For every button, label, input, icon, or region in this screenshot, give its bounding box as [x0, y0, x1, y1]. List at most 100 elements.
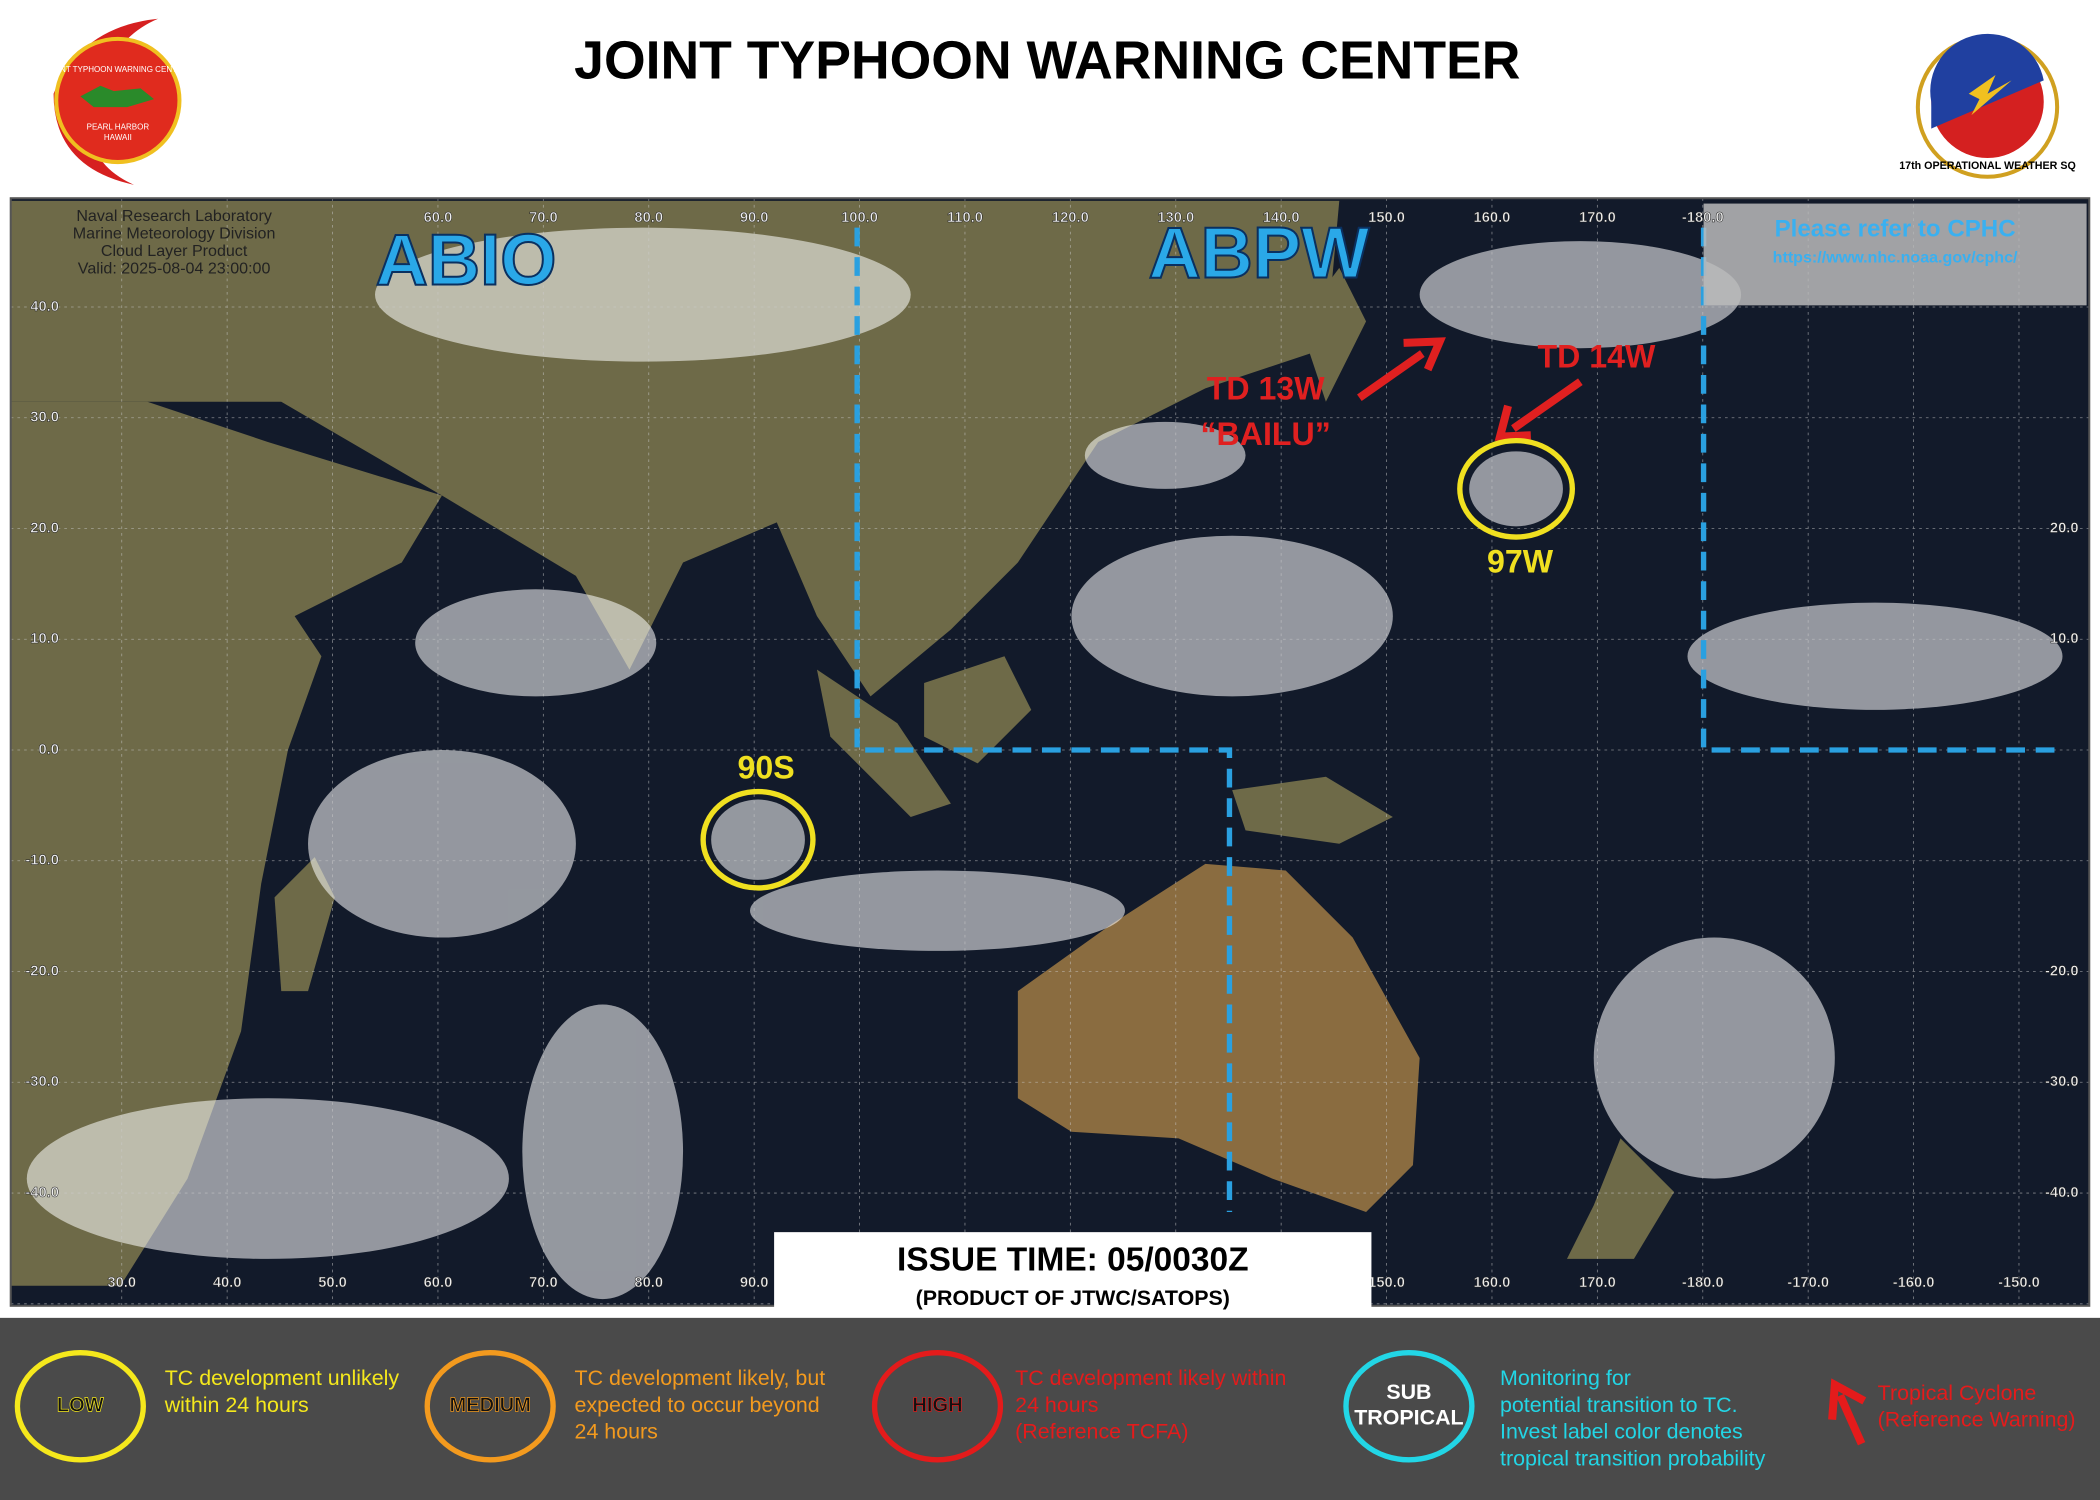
lat-label: -30.0 — [2045, 1074, 2079, 1090]
region-label: ABPW — [1148, 214, 1370, 294]
storm-label: TD 14W — [1538, 338, 1656, 374]
product-info: Naval Research Laboratory Marine Meteoro… — [73, 207, 276, 277]
clouds — [26, 227, 2063, 1300]
lon-label: 40.0 — [213, 1275, 242, 1291]
legend-text: Monitoring for — [1500, 1366, 1631, 1390]
lat-label: -20.0 — [25, 963, 59, 979]
storm-arrow — [1357, 337, 1446, 402]
legend-text: TC development likely, but — [575, 1366, 826, 1390]
lon-label: 170.0 — [1579, 1275, 1616, 1291]
lat-label: 10.0 — [2050, 631, 2079, 647]
lon-label: 80.0 — [634, 210, 663, 226]
coordinate-labels: 60.0 70.0 80.0 90.0 100.0 110.0 120.0 130.0 140.… — [25, 210, 2079, 1291]
lon-label: 90.0 — [740, 1275, 769, 1291]
issue-box — [774, 1232, 1372, 1316]
issue-time: ISSUE TIME: 05/0030Z — [897, 1241, 1249, 1278]
legend-text: Tropical Cyclone — [1878, 1381, 2037, 1405]
logo-text: HAWAII — [104, 133, 132, 142]
region-label: ABIO — [376, 220, 557, 300]
lat-label: -30.0 — [25, 1074, 59, 1090]
source-line: Cloud Layer Product — [101, 242, 248, 260]
lon-label: 130.0 — [1157, 210, 1194, 226]
storm-label: TD 13W — [1207, 371, 1325, 407]
lon-label: 60.0 — [424, 210, 453, 226]
legend-text: TC development likely within — [1015, 1366, 1286, 1390]
invest-circle — [1457, 437, 1575, 540]
cphc-url: https://www.nhc.noaa.gov/cphc/ — [1773, 249, 2018, 267]
source-line: Marine Meteorology Division — [73, 225, 276, 243]
lon-label: -170.0 — [1787, 1275, 1829, 1291]
logo-text: JOINT TYPHOON WARNING CENTER — [48, 65, 189, 74]
lon-label: 150.0 — [1368, 210, 1405, 226]
legend-circle — [14, 1350, 146, 1463]
legend-bar — [0, 1317, 2100, 1500]
legend-arrow — [1828, 1378, 1867, 1446]
lon-label: 170.0 — [1579, 210, 1616, 226]
legend-text: tropical transition probability — [1500, 1446, 1766, 1470]
lat-label: 40.0 — [30, 299, 59, 315]
lon-label: -180.0 — [1682, 210, 1724, 226]
lon-label: 150.0 — [1368, 1275, 1405, 1291]
jtwc-logo: JOINT TYPHOON WARNING CENTER PEARL HARBO… — [48, 18, 189, 185]
legend-key: SUB — [1386, 1380, 1431, 1404]
lon-label: 90.0 — [740, 210, 769, 226]
invest-label: 90S — [737, 750, 794, 786]
lon-label: 110.0 — [947, 210, 983, 226]
lon-label: 160.0 — [1474, 210, 1511, 226]
legend-key: LOW — [57, 1395, 104, 1417]
lat-label: 30.0 — [30, 410, 59, 426]
legend-text: (Reference TCFA) — [1015, 1420, 1188, 1444]
lon-label: 60.0 — [424, 1275, 453, 1291]
lon-label: 160.0 — [1474, 1275, 1511, 1291]
lon-label: 100.0 — [841, 210, 878, 226]
legend-text: TC development unlikely — [165, 1366, 400, 1390]
lat-label: -10.0 — [25, 853, 59, 869]
legend-key: HIGH — [912, 1395, 962, 1417]
lat-label: -40.0 — [2045, 1185, 2079, 1201]
lon-label: -180.0 — [1682, 1275, 1724, 1291]
lon-label: 50.0 — [318, 1275, 347, 1291]
lon-label: 30.0 — [107, 1275, 136, 1291]
legend-circle — [1343, 1350, 1475, 1463]
cphc-box — [1703, 203, 2087, 306]
logo-text: PEARL HARBOR — [87, 122, 150, 131]
legend-text: expected to occur beyond — [575, 1393, 820, 1417]
cphc-title: Please refer to CPHC — [1775, 216, 2016, 243]
legend-key: TROPICAL — [1354, 1406, 1463, 1430]
logo-text: 17th OPERATIONAL WEATHER SQ — [1899, 160, 2076, 172]
lat-label: 0.0 — [38, 742, 58, 758]
lon-label: -160.0 — [1893, 1275, 1935, 1291]
land — [10, 200, 1675, 1286]
squadron-logo: 17th OPERATIONAL WEATHER SQ — [1899, 33, 2076, 179]
aor-boundaries — [854, 227, 2063, 1213]
issue-product: (PRODUCT OF JTWC/SATOPS) — [916, 1286, 1230, 1310]
storm-arrow — [1494, 378, 1583, 441]
source-line: Naval Research Laboratory — [76, 207, 272, 225]
legend-text: 24 hours — [575, 1420, 658, 1444]
legend-circle — [424, 1350, 556, 1463]
lon-label: 80.0 — [634, 1275, 663, 1291]
lon-label: 120.0 — [1052, 210, 1089, 226]
lat-label: -40.0 — [25, 1185, 59, 1201]
legend-circle — [871, 1350, 1004, 1463]
lon-label: 140.0 — [1263, 210, 1300, 226]
title: JOINT TYPHOON WARNING CENTER — [574, 31, 1520, 90]
systems: TD 13W “BAILU” TD 14W 97W 90S — [700, 337, 1656, 891]
legend: LOW TC development unlikely within 24 hour… — [14, 1350, 2076, 1470]
legend-text: potential transition to TC. — [1500, 1393, 1738, 1417]
legend-text: (Reference Warning) — [1878, 1408, 2076, 1432]
invest-circle — [700, 788, 816, 891]
lon-label: 70.0 — [529, 210, 558, 226]
lon-label: -150.0 — [1998, 1275, 2040, 1291]
storm-name: “BAILU” — [1200, 416, 1330, 452]
lon-label: 70.0 — [529, 1275, 558, 1291]
legend-text: 24 hours — [1015, 1393, 1098, 1417]
legend-key: MEDIUM — [449, 1395, 530, 1417]
lat-label: 10.0 — [30, 631, 59, 647]
invest-label: 97W — [1487, 543, 1554, 579]
legend-text: Invest label color denotes — [1500, 1420, 1743, 1444]
legend-text: within 24 hours — [164, 1393, 309, 1417]
lat-label: -20.0 — [2045, 963, 2079, 979]
